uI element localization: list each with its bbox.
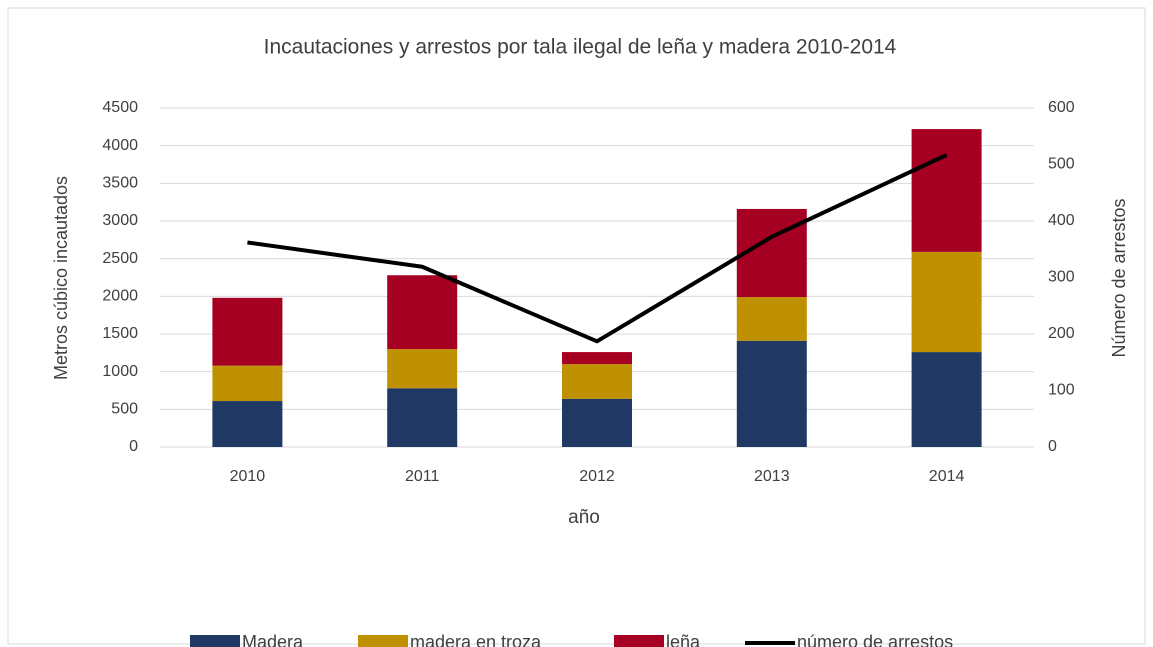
bar [387, 275, 458, 350]
bar [736, 297, 807, 341]
y-axis-label: Metros cúbico incautados [51, 176, 71, 380]
legend-label: leña [666, 632, 701, 647]
bar [212, 297, 283, 366]
y2-axis-label: Número de arrestos [1109, 198, 1129, 357]
bar [212, 365, 283, 402]
y-tick-label: 4000 [102, 137, 138, 154]
bar [562, 364, 632, 399]
x-tick-label: 2011 [405, 468, 440, 485]
bar [736, 340, 807, 447]
x-tick-label: 2012 [579, 468, 615, 485]
y-tick-label: 3500 [102, 175, 138, 192]
bar [212, 401, 283, 447]
bar [562, 398, 632, 447]
bar [911, 251, 982, 353]
y2-tick-label: 400 [1048, 212, 1075, 229]
legend-swatch [358, 635, 408, 647]
legend-swatch [190, 635, 240, 647]
x-axis-label: año [568, 507, 600, 528]
y2-tick-label: 600 [1048, 99, 1075, 116]
y-tick-label: 1000 [102, 363, 138, 380]
y-tick-label: 2000 [102, 288, 138, 305]
y2-tick-label: 300 [1048, 269, 1075, 286]
bar [911, 352, 982, 447]
legend-swatch [614, 635, 664, 647]
y-tick-label: 500 [111, 401, 138, 418]
y-tick-label: 3000 [102, 212, 138, 229]
x-tick-label: 2014 [929, 468, 965, 485]
legend-label: madera en troza [410, 632, 542, 647]
chart-border [7, 7, 1146, 645]
y2-tick-label: 200 [1048, 325, 1075, 342]
y2-tick-label: 0 [1048, 438, 1057, 455]
x-tick-label: 2010 [230, 468, 266, 485]
bar [562, 352, 632, 365]
y-tick-label: 1500 [102, 325, 138, 342]
chart-title: Incautaciones y arrestos por tala ilegal… [264, 36, 897, 59]
y2-tick-label: 100 [1048, 382, 1075, 399]
bar [387, 349, 458, 389]
y-tick-label: 2500 [102, 250, 138, 267]
bar [911, 129, 982, 252]
x-tick-label: 2013 [754, 468, 790, 485]
legend-label: Madera [242, 632, 304, 647]
y2-tick-label: 500 [1048, 156, 1075, 173]
legend-label: número de arrestos [797, 632, 953, 647]
bar [387, 388, 458, 447]
y-tick-label: 4500 [102, 99, 138, 116]
y-tick-label: 0 [129, 438, 138, 455]
line-series [247, 153, 948, 344]
